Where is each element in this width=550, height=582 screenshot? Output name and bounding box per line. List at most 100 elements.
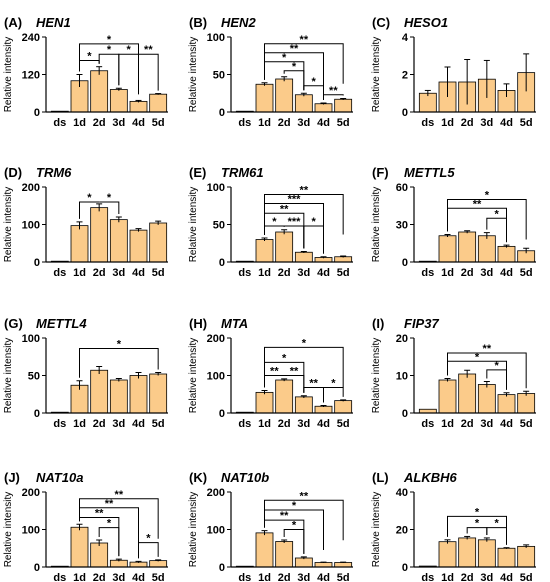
bar-2d [458, 537, 477, 568]
significance-label: ** [483, 343, 492, 355]
bar-3d [294, 396, 313, 414]
panel-mettl4: (G) METTL4 Relative intensity 0 50 100 ds 1d 2d 3… [3, 316, 168, 430]
bar-4d [314, 562, 333, 568]
panel-heso1: (C) HESO1 Relative intensity 0 2 4 ds 1d 2d 3d 4d 5… [371, 15, 536, 129]
significance-label: * [282, 52, 287, 64]
significance-label: ** [309, 378, 318, 390]
x-tick-label: 4d [132, 117, 145, 129]
significance-label: * [495, 360, 500, 372]
y-tick-label: 0 [34, 562, 40, 574]
y-tick-label: 100 [207, 182, 225, 194]
panel-label: (J) [4, 470, 20, 485]
significance-label: * [292, 61, 297, 73]
y-tick-label: 50 [213, 220, 225, 232]
bar-1d [255, 83, 274, 113]
x-tick-label: ds [238, 267, 251, 279]
x-tick-label: ds [238, 572, 251, 582]
y-tick-label: 0 [402, 107, 408, 119]
panel-trm6: (D) TRM6 Relative intensity 0 100 200 ds 1d 2d 3d… [3, 165, 168, 279]
bar-1d [438, 379, 457, 414]
significance-bracket [323, 94, 344, 100]
bar-1d [438, 541, 457, 568]
bar-4d [129, 100, 148, 113]
y-tick-label: 20 [396, 333, 408, 345]
significance-label: * [146, 533, 151, 545]
x-tick-label: 2d [461, 117, 474, 129]
bar-2d [458, 231, 477, 263]
significance-label: ** [105, 498, 114, 510]
y-axis-label: Relative intensity [371, 338, 382, 414]
x-tick-label: 1d [441, 267, 454, 279]
significance-label: * [272, 216, 277, 228]
x-tick-label: 4d [132, 418, 145, 430]
bar-5d [334, 98, 353, 113]
x-tick-label: 5d [337, 117, 350, 129]
significance-bracket [79, 201, 100, 219]
chart-title: HEN1 [36, 15, 71, 30]
significance-label: * [127, 44, 132, 56]
significance-label: * [107, 34, 112, 46]
significance-bracket [138, 53, 159, 95]
chart-title: NAT10b [221, 470, 269, 485]
bar-5d [334, 562, 353, 568]
x-tick-label: 2d [93, 117, 106, 129]
significance-label: ** [144, 44, 153, 56]
y-tick-label: 100 [207, 525, 225, 537]
x-tick-label: 4d [317, 418, 330, 430]
bar-1d [438, 235, 457, 263]
y-tick-label: 200 [22, 182, 40, 194]
bar-2d [458, 373, 477, 414]
y-tick-label: 200 [207, 333, 225, 345]
significance-label: * [312, 216, 317, 228]
x-tick-label: 3d [112, 117, 125, 129]
y-tick-label: 2 [402, 70, 408, 82]
chart-title: NAT10a [36, 470, 83, 485]
bar-5d [149, 222, 168, 263]
panel-label: (A) [4, 15, 22, 30]
significance-bracket [283, 375, 305, 393]
x-tick-label: 3d [112, 418, 125, 430]
x-tick-label: 1d [258, 418, 271, 430]
panel-hen2: (B) HEN2 Relative intensity 0 50 100 ds 1d 2d 3d 4… [188, 15, 353, 129]
panel-label: (F) [372, 165, 389, 180]
y-tick-label: 240 [22, 32, 40, 44]
bar-2d [90, 369, 109, 414]
x-tick-label: 5d [520, 117, 533, 129]
significance-label: ** [280, 510, 289, 522]
chart-title: ALKBH6 [403, 470, 457, 485]
significance-bracket [79, 43, 139, 84]
x-tick-label: ds [421, 572, 434, 582]
panel-label: (G) [4, 316, 23, 331]
bar-2d [90, 207, 109, 263]
x-tick-label: 1d [441, 418, 454, 430]
y-tick-label: 200 [207, 487, 225, 499]
x-tick-label: 2d [278, 418, 291, 430]
bar-4d [129, 229, 148, 263]
y-axis-label: Relative intensity [3, 187, 14, 263]
significance-label: * [475, 351, 480, 363]
bar-4d [314, 405, 333, 414]
x-tick-label: 1d [441, 572, 454, 582]
y-tick-label: 0 [219, 107, 225, 119]
significance-label: * [302, 337, 307, 349]
significance-label: * [87, 50, 92, 62]
significance-bracket [283, 70, 305, 91]
x-tick-label: ds [421, 418, 434, 430]
bar-4d [129, 375, 148, 414]
y-axis-label: Relative intensity [3, 492, 14, 568]
x-tick-label: 5d [520, 418, 533, 430]
x-tick-label: 1d [258, 267, 271, 279]
x-tick-label: 1d [73, 267, 86, 279]
y-tick-label: 0 [402, 408, 408, 420]
x-tick-label: 4d [132, 572, 145, 582]
y-axis-label: Relative intensity [188, 338, 199, 414]
y-axis-label: Relative intensity [3, 37, 14, 113]
x-tick-label: 3d [297, 572, 310, 582]
significance-bracket [264, 509, 324, 550]
significance-label: ** [300, 34, 309, 46]
x-tick-label: 2d [461, 572, 474, 582]
significance-label: ** [329, 85, 338, 97]
significance-bracket [138, 542, 159, 559]
significance-label: * [107, 44, 112, 56]
y-tick-label: 0 [34, 257, 40, 269]
